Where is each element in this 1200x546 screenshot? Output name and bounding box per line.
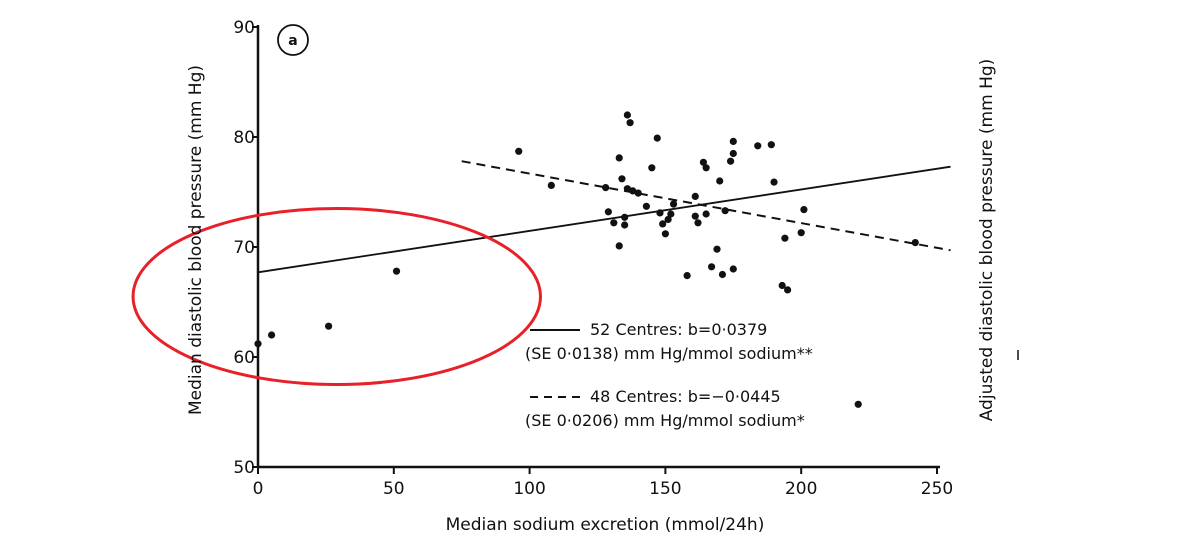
y-ticks: 50 60 70 80 90 (233, 18, 258, 478)
data-point (691, 192, 699, 200)
y-axis-title: Median diastolic blood pressure (mm Hg) (186, 65, 206, 415)
data-point (784, 286, 792, 294)
data-point (702, 164, 710, 172)
x-tick-label: 100 (513, 479, 545, 499)
y-tick-label: 60 (233, 348, 255, 368)
data-point (621, 213, 629, 221)
y-tick-label: 80 (233, 128, 255, 148)
data-point (781, 234, 789, 242)
data-point (642, 202, 650, 210)
legend: 52 Centres: b=0·0379 (SE 0·0138) mm Hg/m… (525, 320, 813, 430)
data-points (254, 111, 919, 408)
panel-label-text: a (288, 33, 297, 49)
data-point (615, 154, 623, 162)
data-point (623, 185, 631, 193)
data-point (547, 181, 555, 189)
data-point (621, 221, 629, 229)
annotation-ellipse (131, 207, 542, 386)
data-point (615, 242, 623, 250)
data-point (626, 119, 634, 127)
data-point (669, 200, 678, 208)
legend-solid-label-line2: (SE 0·0138) mm Hg/mmol sodium** (525, 344, 813, 363)
data-point (634, 189, 642, 197)
data-point (618, 175, 626, 183)
data-point (854, 400, 862, 408)
data-point (726, 157, 735, 165)
data-point (721, 207, 729, 215)
data-point (694, 219, 702, 227)
y-tick-label: 90 (233, 18, 255, 38)
data-point (325, 322, 333, 330)
regression-line-solid (257, 165, 951, 274)
regression-line-dashed (461, 160, 951, 252)
legend-solid-label-line1: 52 Centres: b=0·0379 (590, 320, 767, 339)
data-point (667, 210, 675, 218)
legend-dashed-label-line2: (SE 0·0206) mm Hg/mmol sodium* (525, 411, 805, 430)
data-point (800, 206, 808, 214)
data-point (659, 220, 667, 228)
annotation-ellipse-group (131, 207, 542, 386)
y-tick-label: 50 (233, 458, 255, 478)
data-point (653, 134, 661, 142)
data-point (683, 272, 691, 280)
data-point (718, 270, 727, 279)
data-point (392, 267, 401, 275)
data-point (515, 147, 523, 155)
data-point (254, 340, 262, 348)
data-point (656, 209, 664, 217)
data-point (610, 219, 618, 227)
data-point (729, 137, 737, 145)
data-point (716, 177, 724, 185)
data-point (797, 229, 805, 237)
data-point (691, 212, 699, 220)
panel-label: a (277, 24, 309, 56)
data-point (707, 263, 716, 271)
regression-lines (257, 160, 951, 274)
data-point (602, 184, 610, 192)
x-tick-label: 50 (383, 479, 405, 499)
data-point (664, 215, 672, 224)
data-point (267, 331, 276, 339)
x-tick-label: 150 (649, 479, 681, 499)
x-ticks: 0 50 100 150 200 250 (253, 467, 953, 499)
y-tick-label: 70 (233, 238, 255, 258)
x-axis-title: Median sodium excretion (mmol/24h) (446, 515, 765, 535)
data-point (729, 149, 737, 158)
data-point (604, 208, 612, 216)
panel-label-circle (277, 24, 309, 56)
data-point (648, 164, 656, 172)
x-tick-label: 0 (253, 479, 264, 499)
x-tick-label: 200 (785, 479, 817, 499)
data-point (699, 158, 708, 166)
data-point (629, 187, 637, 195)
data-point (778, 281, 786, 290)
data-point (754, 142, 762, 150)
data-point (702, 210, 710, 218)
data-point (623, 111, 631, 119)
y-axis-title-right: Adjusted diastolic blood pressure (mm Hg… (977, 59, 997, 422)
data-point (767, 141, 775, 149)
data-point (729, 265, 737, 273)
legend-dashed-label-line1: 48 Centres: b=−0·0445 (590, 387, 781, 406)
data-point (911, 239, 919, 247)
data-point (661, 230, 670, 238)
x-tick-label: 250 (921, 479, 953, 499)
data-point (770, 178, 778, 186)
data-point (713, 245, 721, 253)
